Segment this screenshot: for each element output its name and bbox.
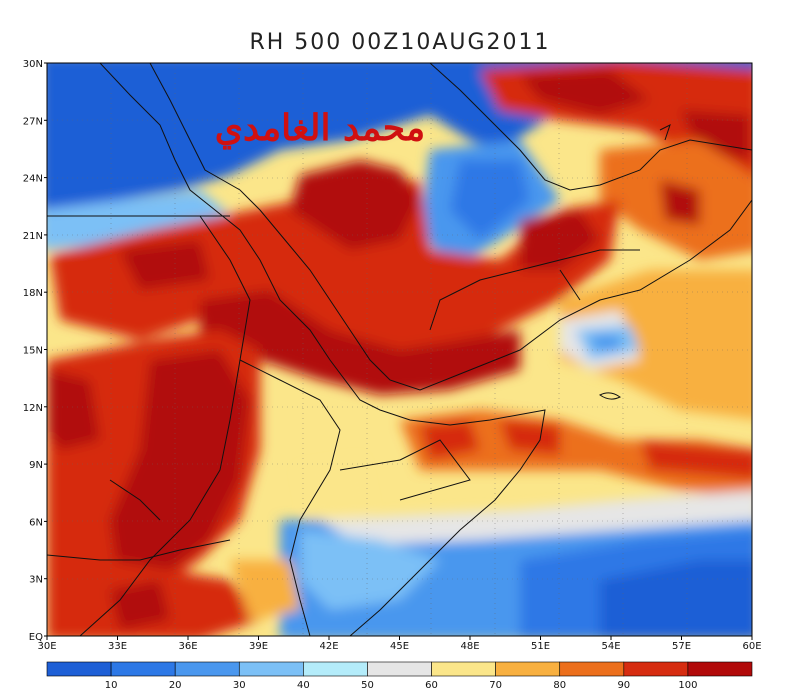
colorbar-label: 40 (297, 680, 310, 691)
axis-ticks: 30E 33E 36E 39E 42E 45E 48E 51E 54E 57E 60E EQ 3N 6N 9… (23, 59, 762, 652)
colorbar-swatch (174, 661, 240, 677)
lat-tick-label: 9N (29, 460, 43, 471)
lon-tick-label: 57E (672, 641, 691, 652)
lon-tick-label: 39E (249, 641, 268, 652)
colorbar-label: 80 (553, 680, 566, 691)
lon-tick-label: 45E (390, 641, 409, 652)
lon-tick-label: 36E (178, 641, 197, 652)
lat-tick-label: 6N (29, 517, 43, 528)
watermark-text: محمد الغامدي (215, 107, 425, 150)
colorbar-swatch (303, 661, 368, 677)
lon-tick-label: 33E (108, 641, 127, 652)
lat-tick-label: 24N (23, 174, 43, 185)
lat-tick-label: 18N (23, 288, 43, 299)
rh-field: محمد الغامدي (47, 63, 752, 636)
lat-tick-label: 30N (23, 59, 43, 70)
lat-tick-label: 21N (23, 231, 43, 242)
lat-tick-label: EQ (29, 632, 43, 643)
lon-tick-label: 60E (742, 641, 761, 652)
colorbar-swatch (46, 661, 112, 677)
lat-tick-label: 12N (23, 403, 43, 414)
colorbar-swatch (431, 661, 496, 677)
colorbar-label: 30 (233, 680, 246, 691)
colorbar-label: 60 (425, 680, 438, 691)
colorbar-swatch (110, 661, 176, 677)
colorbar-swatch (367, 661, 432, 677)
colorbar-label: 100 (678, 680, 697, 691)
coastlines (47, 63, 752, 636)
lon-tick-label: 42E (319, 641, 338, 652)
colorbar-label: 10 (105, 680, 118, 691)
lon-tick-label: 54E (601, 641, 620, 652)
map-title: RH 500 00Z10AUG2011 (249, 30, 551, 55)
lat-tick-label: 15N (23, 346, 43, 357)
colorbar-label: 50 (361, 680, 374, 691)
colorbar-label: 20 (169, 680, 182, 691)
lat-tick-label: 3N (29, 575, 43, 586)
lon-tick-label: 51E (531, 641, 550, 652)
colorbar-label: 90 (617, 680, 630, 691)
colorbar-swatch (623, 661, 689, 677)
colorbar-label: 70 (489, 680, 502, 691)
lon-tick-label: 30E (37, 641, 56, 652)
colorbar-swatch (495, 661, 561, 677)
colorbar-swatch (238, 661, 304, 677)
lon-tick-label: 48E (460, 641, 479, 652)
lat-tick-label: 27N (23, 116, 43, 127)
colorbar: 10 20 30 40 50 60 70 80 90 100 (46, 661, 753, 691)
colorbar-swatch (687, 661, 753, 677)
colorbar-swatch (559, 661, 625, 677)
